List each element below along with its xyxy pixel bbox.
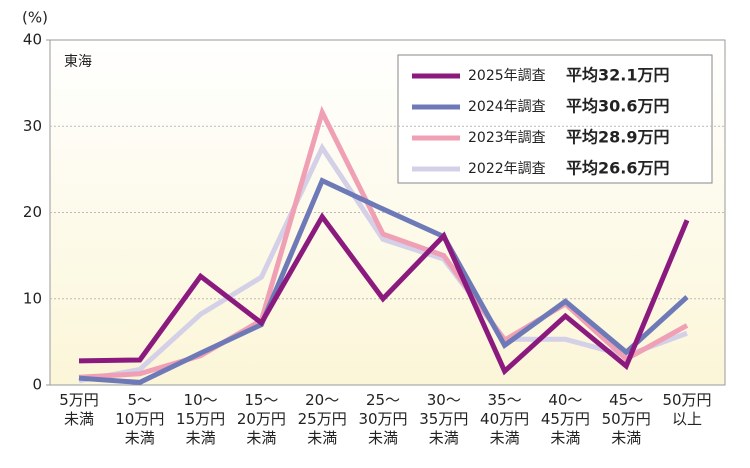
x-tick-label: 45〜 50万円未満 bbox=[602, 391, 651, 447]
x-tick-label: 40〜 45万円未満 bbox=[541, 391, 590, 447]
x-tick-label: 25〜 30万円未満 bbox=[358, 391, 407, 447]
legend-label: 2025年調査 bbox=[468, 68, 546, 84]
legend-label: 2022年調査 bbox=[468, 161, 546, 177]
y-tick-label: 30 bbox=[23, 117, 42, 135]
x-tick-label: 5〜 10万円未満 bbox=[115, 391, 164, 447]
x-tick-label: 30〜 35万円未満 bbox=[419, 391, 468, 447]
x-tick-label: 5万円未満 bbox=[59, 391, 99, 428]
x-tick-label: 10〜 15万円未満 bbox=[176, 391, 225, 447]
y-tick-label: 40 bbox=[23, 31, 42, 49]
legend-label: 2024年調査 bbox=[468, 99, 546, 115]
annotation: 東海 bbox=[64, 54, 92, 70]
series-line bbox=[78, 212, 690, 376]
y-tick-label: 0 bbox=[32, 376, 42, 394]
x-tick-label: 50万円以上 bbox=[662, 391, 711, 428]
legend-label: 2023年調査 bbox=[468, 130, 546, 146]
series-line bbox=[78, 177, 689, 385]
y-tick-label: 10 bbox=[23, 289, 42, 307]
x-tick-label: 15〜 20万円未満 bbox=[237, 391, 286, 447]
series-line bbox=[78, 142, 688, 384]
y-tick-label: 20 bbox=[23, 203, 42, 221]
legend-average: 平均28.9万円 bbox=[566, 128, 669, 147]
x-tick-label: 20〜 25万円未満 bbox=[298, 391, 347, 447]
y-axis-label: (%) bbox=[22, 9, 48, 27]
x-tick-label: 35〜 40万円未満 bbox=[480, 391, 529, 447]
legend-average: 平均32.1万円 bbox=[566, 66, 669, 85]
legend-average: 平均30.6万円 bbox=[566, 97, 669, 116]
legend-average: 平均26.6万円 bbox=[566, 159, 669, 178]
